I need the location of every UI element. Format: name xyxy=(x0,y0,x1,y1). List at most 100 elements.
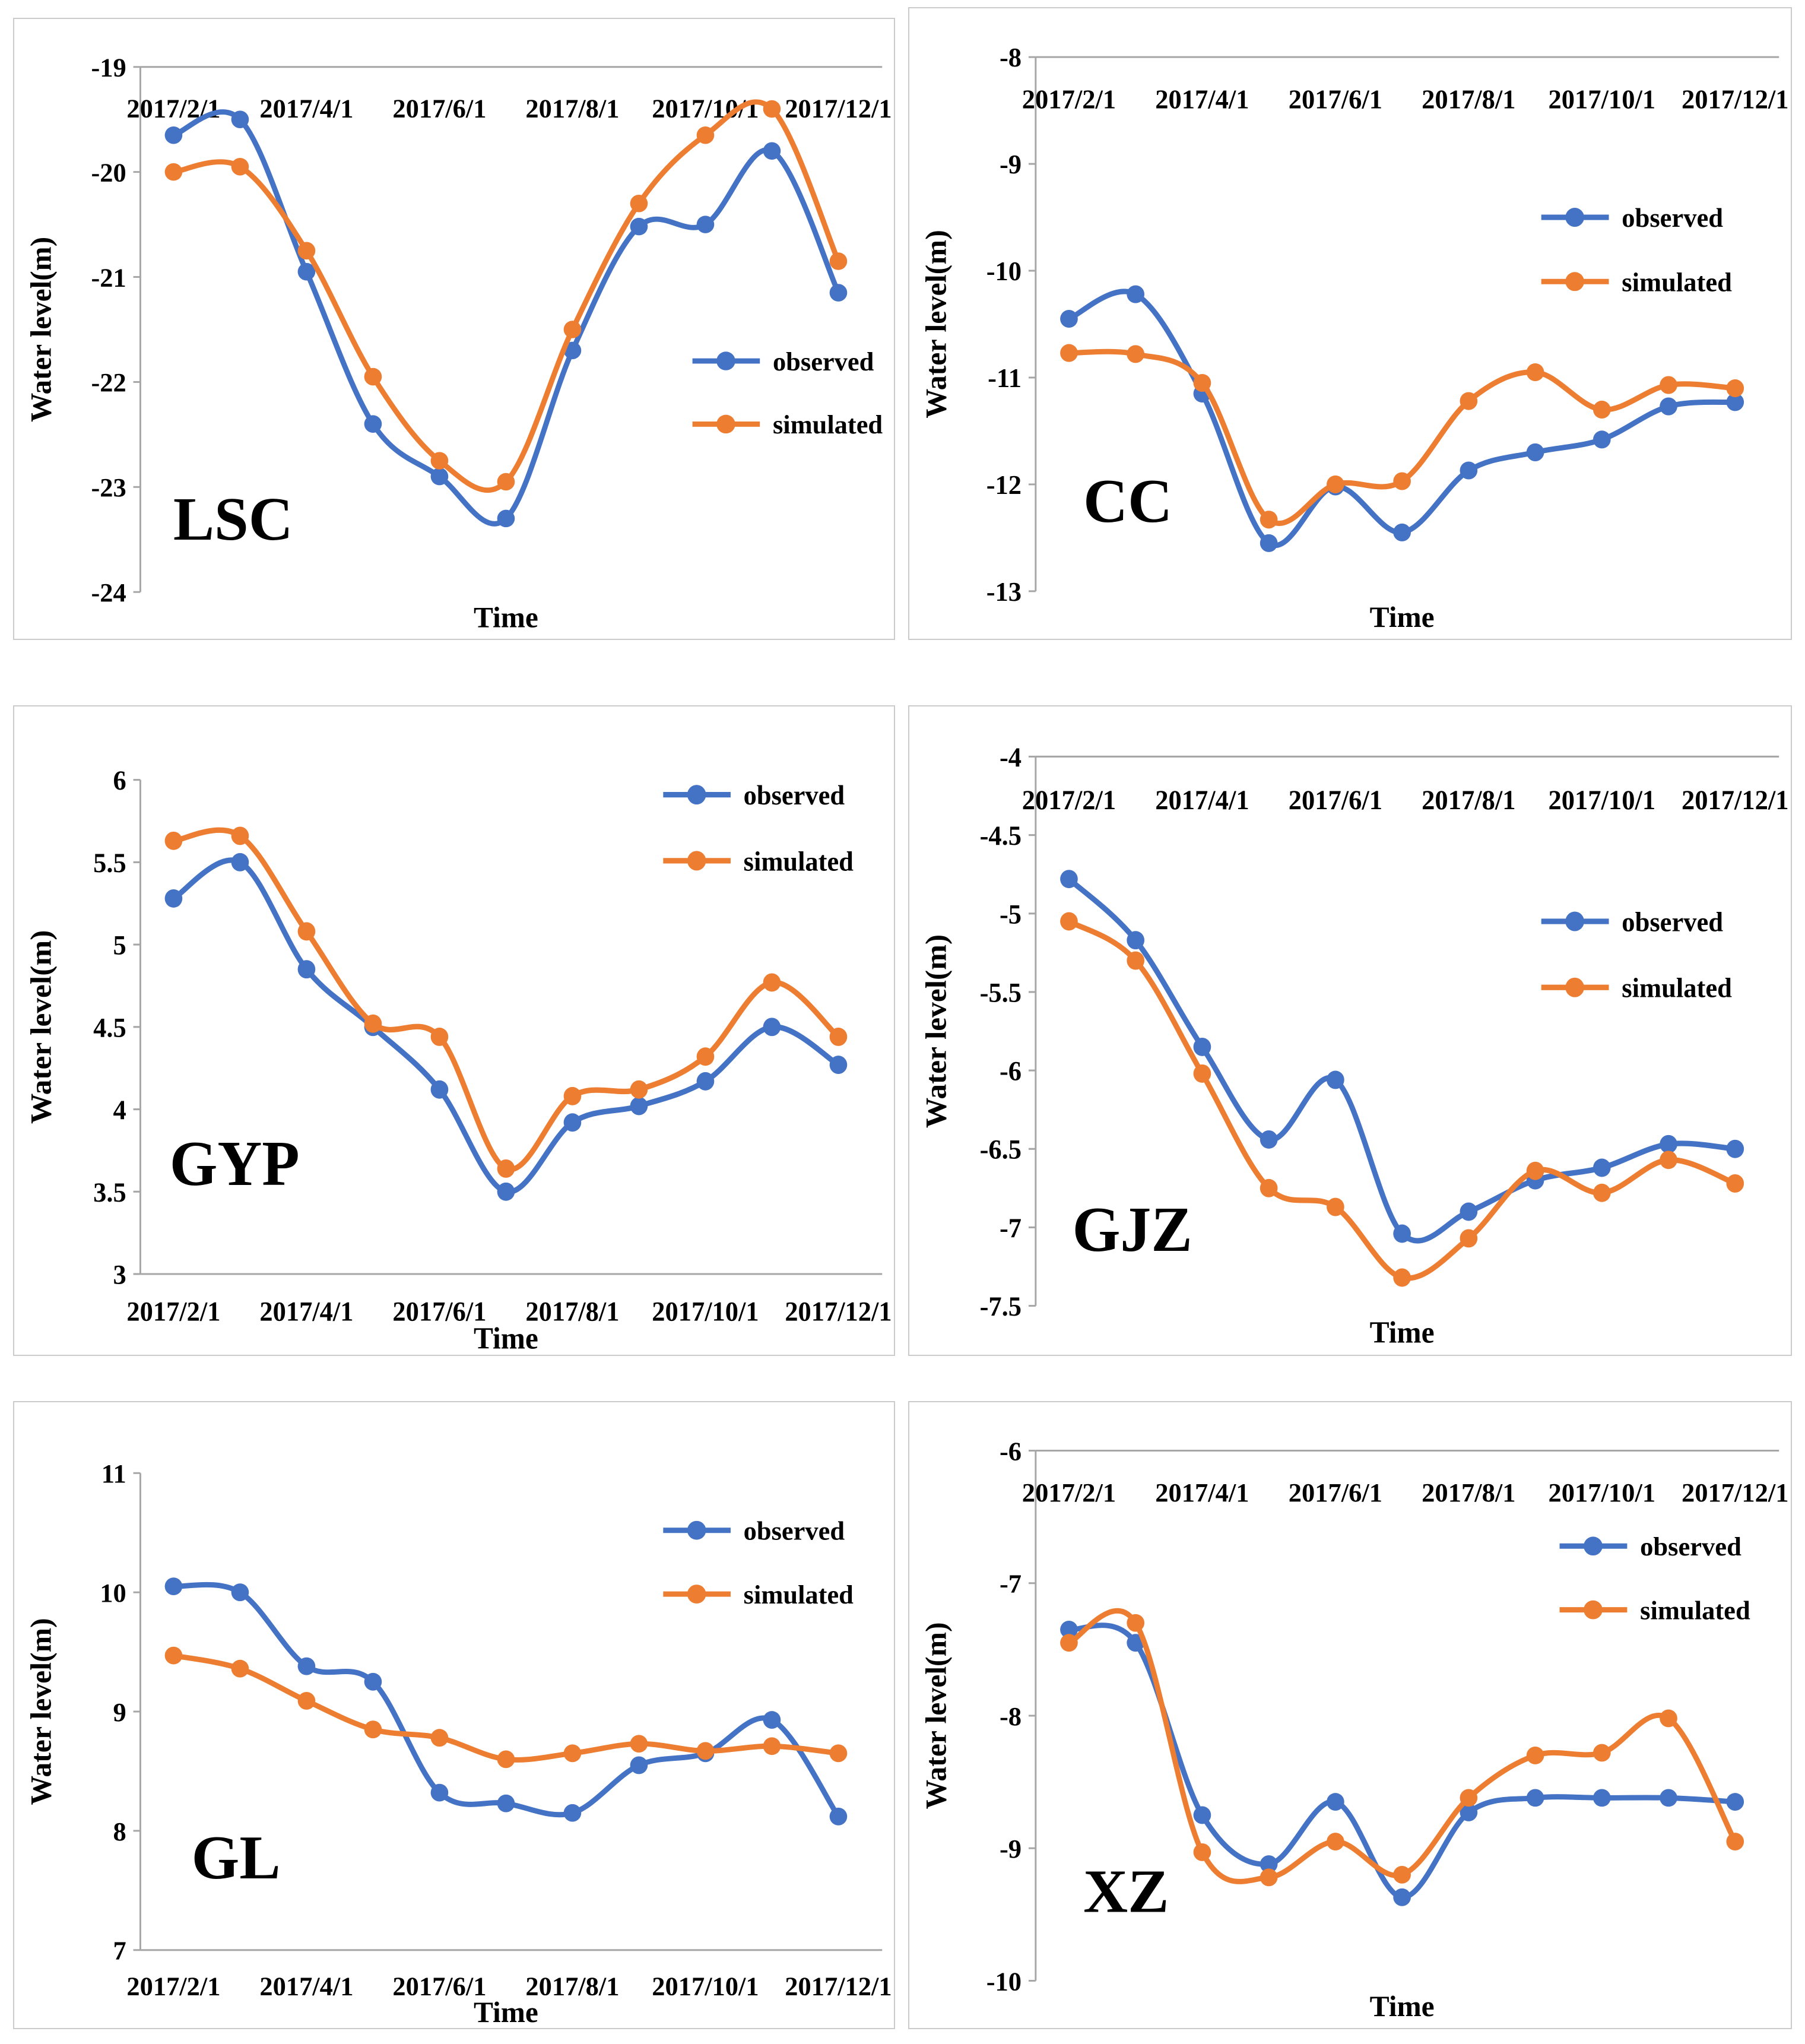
x-tick-label: 2017/6/1 xyxy=(1289,84,1382,114)
y-tick-label: -8 xyxy=(1000,1701,1022,1731)
x-tick-label: 2017/10/1 xyxy=(652,1971,759,2001)
observed-line xyxy=(170,1582,841,1820)
station-label: XZ xyxy=(1083,1856,1169,1925)
x-tick-label: 2017/8/1 xyxy=(1422,84,1515,114)
observed-marker xyxy=(1260,1855,1278,1873)
simulated-marker xyxy=(297,242,316,260)
observed-marker xyxy=(1127,931,1145,950)
observed-marker xyxy=(1660,397,1677,416)
legend-marker xyxy=(1565,272,1584,291)
simulated-marker xyxy=(231,158,249,176)
x-tick-label: 2017/12/1 xyxy=(785,1971,892,2001)
y-tick-label: -4 xyxy=(1000,741,1022,772)
legend-marker xyxy=(1584,1536,1603,1556)
simulated-marker xyxy=(763,100,781,118)
observed-marker xyxy=(1526,443,1544,461)
simulated-marker xyxy=(1060,1634,1078,1652)
legend-marker xyxy=(716,351,735,370)
simulated-marker xyxy=(1260,1868,1278,1887)
legend-label: observed xyxy=(1622,907,1723,937)
legend-item-simulated: simulated xyxy=(1541,267,1732,297)
simulated-line xyxy=(1066,1608,1738,1884)
observed-marker xyxy=(1460,461,1478,480)
simulated-marker xyxy=(497,473,515,491)
observed-marker xyxy=(297,960,316,979)
chart-panel-gyp: 6 5.5 5 4.5 4 3.5 3 2017/2/1 2017/4/1 2017/6/1 201… xyxy=(13,705,895,1356)
simulated-marker xyxy=(763,1737,781,1755)
y-tick-label: -8 xyxy=(1000,43,1022,72)
simulated-marker xyxy=(497,1159,515,1178)
observed-marker xyxy=(430,467,449,486)
observed-marker xyxy=(1726,393,1744,411)
simulated-marker xyxy=(364,367,382,386)
simulated-marker xyxy=(1393,1268,1411,1287)
simulated-marker xyxy=(497,1750,515,1769)
simulated-marker xyxy=(1593,1744,1611,1762)
legend-label: observed xyxy=(1622,203,1723,233)
observed-marker xyxy=(231,110,249,128)
y-tick-label: -7 xyxy=(1000,1212,1022,1243)
x-tick-label: 2017/8/1 xyxy=(1422,784,1515,815)
simulated-marker xyxy=(1660,1151,1677,1170)
simulated-marker xyxy=(1260,1178,1278,1197)
simulated-marker xyxy=(1127,1614,1145,1632)
station-label: GL xyxy=(192,1823,281,1892)
y-tick-label: 7 xyxy=(113,1936,126,1966)
observed-marker xyxy=(1127,285,1145,303)
legend-label: simulated xyxy=(1640,1595,1750,1625)
simulated-marker xyxy=(630,1735,648,1753)
legend: observed simulated xyxy=(663,780,854,877)
simulated-marker xyxy=(1327,1197,1344,1216)
simulated-line xyxy=(1066,918,1738,1281)
simulated-marker xyxy=(829,252,848,270)
chart-panel-gl: 11 10 9 8 7 2017/2/1 2017/4/1 2017/6/1 2017/8/1 2… xyxy=(13,1401,895,2029)
legend-item-simulated: simulated xyxy=(1541,972,1732,1003)
chart-gjz: -4 -4.5 -5 -5.5 -6 -6.5 -7 -7.5 2017/2/1 2017/4/1… xyxy=(919,741,1788,1349)
simulated-marker xyxy=(1127,345,1145,363)
station-label: CC xyxy=(1083,466,1172,535)
simulated-marker xyxy=(297,1692,316,1710)
observed-marker xyxy=(1060,870,1078,889)
x-tick-label: 2017/12/1 xyxy=(1682,84,1789,114)
y-tick-label: -13 xyxy=(986,577,1022,607)
observed-marker xyxy=(1593,1158,1611,1177)
observed-marker xyxy=(1393,523,1411,541)
simulated-marker xyxy=(164,163,183,181)
simulated-marker xyxy=(1460,1229,1478,1248)
x-tick-label: 2017/2/1 xyxy=(1022,1478,1116,1507)
observed-marker xyxy=(630,1097,648,1116)
legend: observed simulated xyxy=(1541,203,1732,297)
simulated-marker xyxy=(563,1086,582,1105)
legend: observed simulated xyxy=(1559,1532,1750,1625)
simulated-marker xyxy=(1260,511,1278,529)
simulated-marker xyxy=(1060,912,1078,931)
y-tick-label: -11 xyxy=(988,363,1022,393)
observed-marker xyxy=(630,1756,648,1774)
legend-item-simulated: simulated xyxy=(663,847,854,877)
simulated-marker xyxy=(763,973,781,992)
legend-label: simulated xyxy=(773,410,883,439)
simulated-marker xyxy=(1193,1843,1211,1861)
x-tick-label: 2017/10/1 xyxy=(1549,1478,1656,1507)
observed-line xyxy=(170,109,841,527)
observed-marker xyxy=(1660,1789,1677,1807)
legend-label: observed xyxy=(773,347,874,376)
legend-item-observed: observed xyxy=(1541,907,1723,937)
y-tick-label: 10 xyxy=(100,1578,126,1608)
observed-marker xyxy=(829,284,848,302)
chart-panel-xz: -6 -7 -8 -9 -10 2017/2/1 2017/4/1 2017/6/1 2017/… xyxy=(908,1401,1792,2029)
observed-marker xyxy=(696,1072,715,1091)
legend-item-simulated: simulated xyxy=(692,410,883,439)
simulated-marker xyxy=(1660,1709,1677,1728)
legend-marker xyxy=(687,1520,706,1540)
simulated-marker xyxy=(1593,1183,1611,1202)
y-axis-title: Water level(m) xyxy=(919,1622,952,1809)
x-tick-label: 2017/4/1 xyxy=(1155,84,1249,114)
legend: observed simulated xyxy=(663,1516,854,1609)
x-tick-label: 2017/4/1 xyxy=(259,1971,353,2001)
simulated-marker xyxy=(1526,1747,1544,1764)
observed-marker xyxy=(164,1577,183,1596)
legend-marker xyxy=(716,414,735,434)
